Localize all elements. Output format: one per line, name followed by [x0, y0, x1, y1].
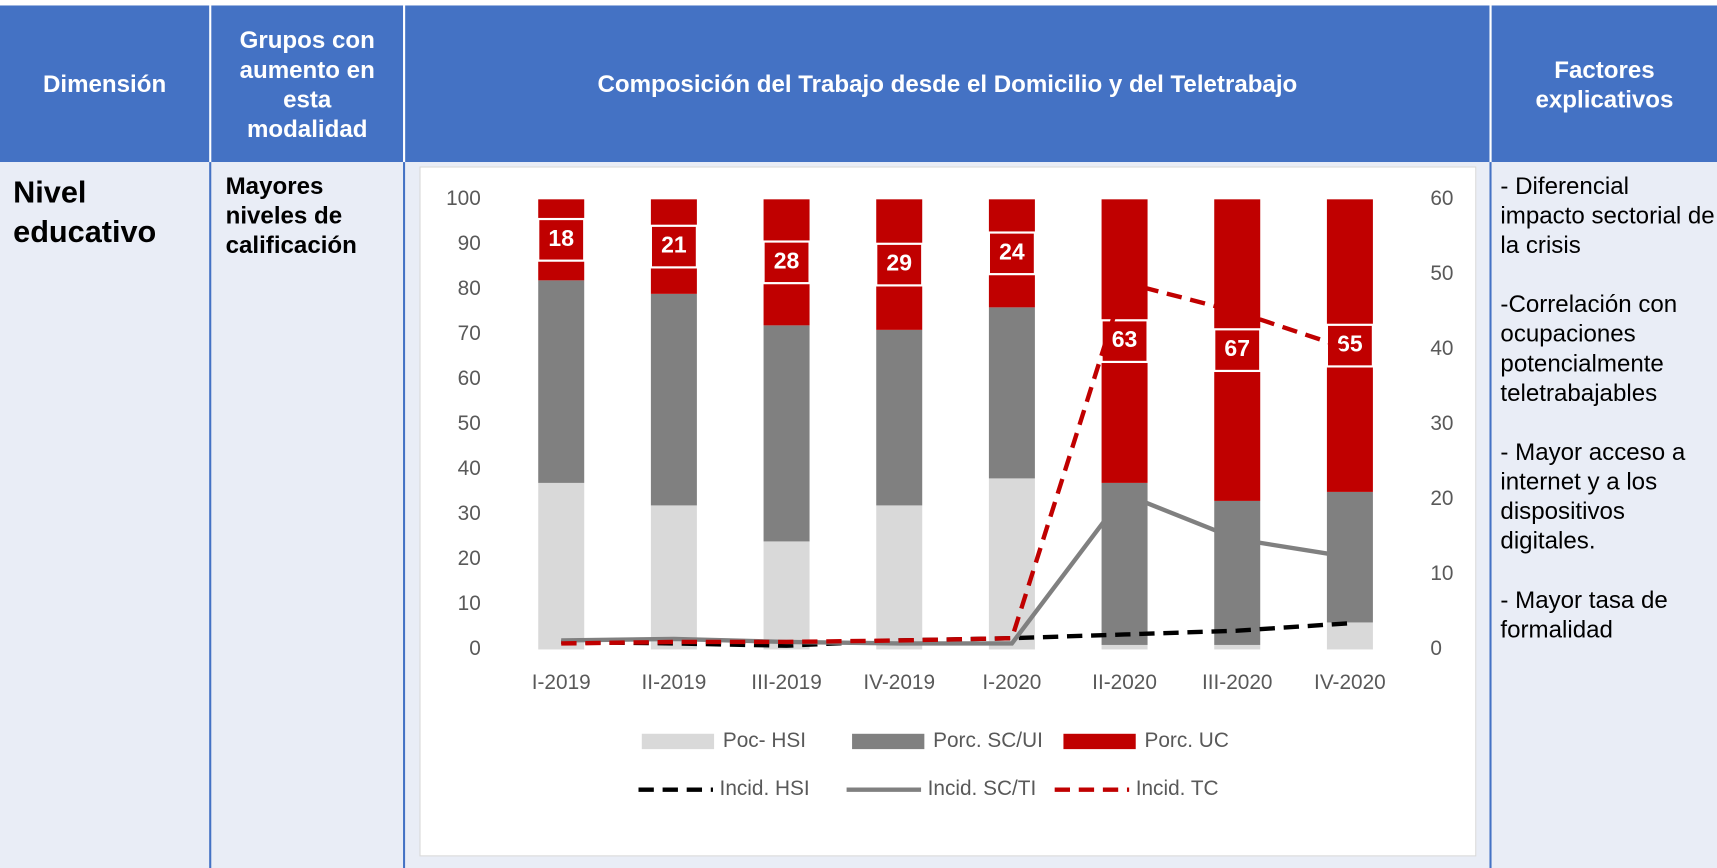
- bar-segment: [538, 280, 585, 483]
- data-label-box: [1100, 319, 1149, 364]
- bar-segment: [1214, 644, 1261, 650]
- line-series: [561, 491, 1351, 646]
- header-text: Dimensión: [43, 70, 167, 98]
- data-label-box: [875, 242, 924, 287]
- y2-tick-label: 30: [1430, 412, 1453, 435]
- bar-segment: [650, 505, 697, 650]
- y-tick-label: 20: [458, 547, 481, 570]
- bar-segment: [988, 307, 1035, 479]
- factor: - Mayor acceso a internet y a los dispos…: [1500, 438, 1686, 555]
- x-tick-label: I-2020: [982, 671, 1041, 694]
- y-tick-label: 90: [458, 232, 481, 255]
- bar-segment: [1326, 491, 1373, 623]
- data-label: 24: [999, 238, 1025, 264]
- data-label-box: [987, 231, 1036, 276]
- legend-label: Incid. TC: [1136, 777, 1219, 800]
- legend-label: Incid. SC/TI: [928, 777, 1037, 800]
- data-label: 18: [548, 225, 574, 251]
- body-cell: Nivel educativo: [0, 162, 212, 868]
- y-tick-label: 100: [446, 187, 481, 210]
- y-tick-label: 70: [458, 322, 481, 345]
- legend-swatch: [1063, 733, 1136, 750]
- dimension: Nivel educativo: [13, 175, 157, 249]
- line-series: [561, 279, 1351, 646]
- y2-tick-label: 20: [1430, 487, 1453, 510]
- y2-tick-label: 40: [1430, 337, 1453, 360]
- y2-tick-label: 50: [1430, 262, 1453, 285]
- header-cell: Factores explicativos: [1491, 5, 1717, 163]
- header-cell: Grupos con aumento en esta modalidad: [211, 5, 406, 163]
- data-label-box: [649, 224, 698, 269]
- x-tick-label: II-2019: [642, 671, 707, 694]
- x-tick-label: III-2019: [751, 671, 822, 694]
- bar-segment: [1101, 482, 1148, 645]
- x-tick-label: II-2020: [1092, 671, 1157, 694]
- chart-box: 0 10 20 30 40 50 60 70 80 90 100 0 10 20 30 40 50 60 I-201…: [419, 166, 1477, 857]
- header-cell: Composición del Trabajo desde el Domicil…: [405, 5, 1492, 163]
- groups: Mayores niveles de calificación: [225, 171, 357, 259]
- chart: 0 10 20 30 40 50 60 70 80 90 100 0 10 20 30 40 50 60 I-201…: [446, 187, 1453, 800]
- y-tick-label: 30: [458, 502, 481, 525]
- x-tick-label: IV-2020: [1314, 671, 1386, 694]
- bar-segment: [1326, 622, 1373, 650]
- legend-swatch: [641, 733, 715, 750]
- x-tick-label: III-2020: [1202, 671, 1273, 694]
- y-tick-label: 40: [458, 457, 481, 480]
- legend-label: Poc- HSI: [723, 729, 806, 752]
- data-label: 65: [1337, 331, 1363, 357]
- bar-segment: [876, 329, 923, 506]
- header-text: Composición del Trabajo desde el Domicil…: [597, 70, 1298, 98]
- legend-label: Incid. HSI: [720, 777, 810, 800]
- data-label-box: [762, 240, 811, 285]
- data-label-box: [537, 217, 586, 262]
- body-cell: Mayores niveles de calificación: [211, 162, 406, 868]
- data-label: 67: [1224, 335, 1250, 361]
- bar-segment: [763, 541, 810, 650]
- data-label: 63: [1112, 326, 1138, 352]
- body-cell: - Diferencial impacto sectorial de la cr…: [1491, 162, 1717, 868]
- data-label-box: [1213, 328, 1262, 373]
- header-cell: Dimensión: [0, 5, 212, 163]
- y2-tick-label: 0: [1430, 637, 1442, 660]
- bar-segment: [1214, 500, 1261, 645]
- factor: -Correlación con ocupaciones potencialme…: [1500, 290, 1678, 407]
- bar-segment: [538, 482, 585, 650]
- y-tick-label: 50: [458, 412, 481, 435]
- bar-segment: [763, 325, 810, 542]
- bar-segment: [650, 293, 697, 506]
- legend-label: Porc. UC: [1144, 729, 1228, 752]
- y-tick-label: 80: [458, 277, 481, 300]
- data-label: 29: [886, 250, 912, 276]
- legend-swatch: [852, 733, 925, 750]
- y-tick-label: 60: [458, 367, 481, 390]
- bar-segment: [1101, 644, 1148, 650]
- x-tick-label: IV-2019: [863, 671, 935, 694]
- data-label: 21: [661, 232, 687, 258]
- y2-tick-label: 10: [1430, 562, 1453, 585]
- x-tick-label: I-2019: [532, 671, 591, 694]
- header-text: Factores explicativos: [1535, 55, 1674, 113]
- header-text: Grupos con aumento en esta modalidad: [239, 25, 375, 142]
- factor: - Diferencial impacto sectorial de la cr…: [1500, 171, 1715, 259]
- bar-segment: [876, 505, 923, 650]
- y-tick-label: 0: [469, 637, 481, 660]
- factors: - Diferencial impacto sectorial de la cr…: [1492, 162, 1717, 644]
- legend-label: Porc. SC/UI: [933, 729, 1043, 752]
- data-label: 28: [774, 247, 800, 273]
- y2-tick-label: 60: [1430, 187, 1453, 210]
- y-tick-label: 10: [458, 592, 481, 615]
- factor: - Mayor tasa de formalidad: [1500, 585, 1668, 643]
